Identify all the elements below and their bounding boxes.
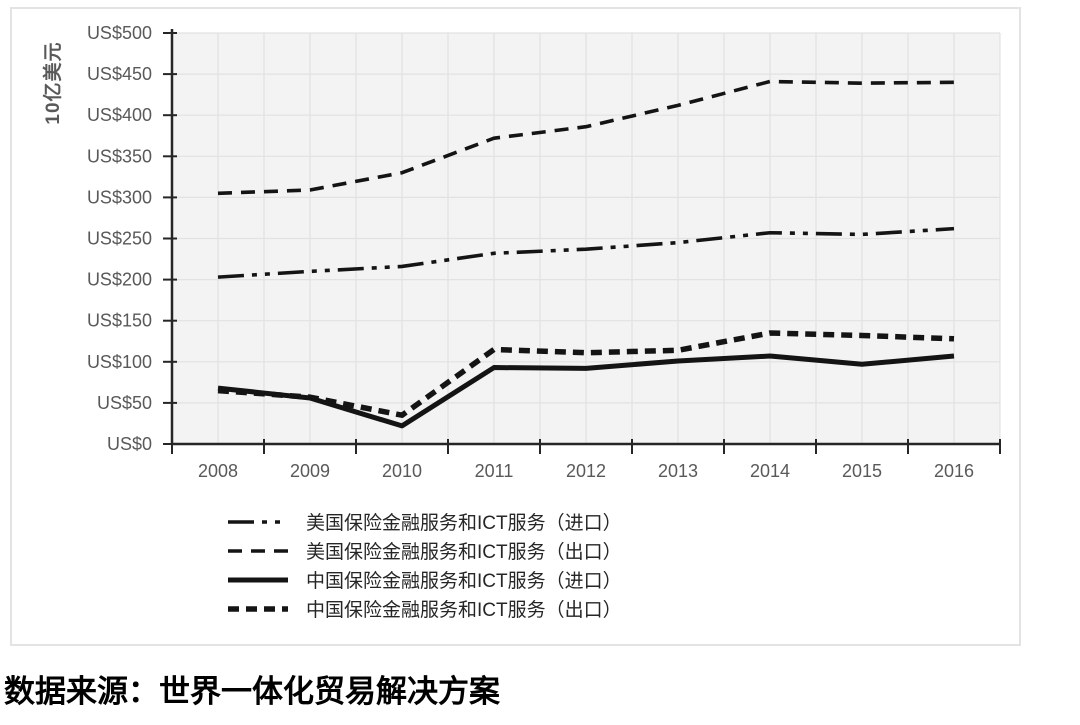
y-tick-label: US$150 bbox=[87, 311, 152, 331]
gridlines bbox=[172, 32, 1001, 444]
legend-label: 美国保险金融服务和ICT服务（出口） bbox=[306, 542, 622, 563]
x-tick-label: 2015 bbox=[842, 461, 882, 481]
x-tick-label: 2011 bbox=[475, 461, 514, 481]
series-line-dashed-thick bbox=[217, 330, 955, 418]
legend-label: 中国保险金融服务和ICT服务（出口） bbox=[306, 600, 622, 621]
y-tick-label: US$450 bbox=[87, 64, 152, 84]
legend-item-us-imports: 美国保险金融服务和ICT服务（进口） bbox=[227, 507, 622, 536]
line-chart: US$0 US$50 US$100 US$150 US$200 US$250 US$300 U… bbox=[87, 23, 1001, 481]
source-note: 数据来源：世界一体化贸易解决方案 bbox=[4, 674, 500, 709]
x-tick-label: 2012 bbox=[566, 461, 606, 481]
legend-item-us-exports: 美国保险金融服务和ICT服务（出口） bbox=[227, 536, 622, 565]
legend-label: 美国保险金融服务和ICT服务（进口） bbox=[306, 513, 622, 534]
axis-ticks bbox=[163, 32, 1001, 454]
legend-item-cn-exports: 中国保险金融服务和ICT服务（出口） bbox=[227, 594, 622, 623]
legend-line-dash-dot-dot-icon bbox=[228, 519, 288, 524]
legend-item-cn-imports: 中国保险金融服务和ICT服务（进口） bbox=[227, 565, 622, 594]
x-tick-label: 2013 bbox=[658, 461, 698, 481]
y-tick-label: US$100 bbox=[87, 352, 152, 372]
legend-label: 中国保险金融服务和ICT服务（进口） bbox=[306, 571, 622, 592]
y-tick-labels: US$0 US$50 US$100 US$150 US$200 US$250 US$300 U… bbox=[87, 23, 152, 454]
x-tick-label: 2016 bbox=[934, 461, 974, 481]
axes bbox=[170, 29, 1000, 446]
x-tick-label: 2009 bbox=[290, 461, 330, 481]
y-tick-label: US$400 bbox=[87, 105, 152, 125]
x-tick-label: 2010 bbox=[382, 461, 422, 481]
x-tick-label: 2008 bbox=[198, 461, 238, 481]
y-tick-label: US$300 bbox=[87, 187, 152, 207]
y-tick-label: US$200 bbox=[87, 270, 152, 290]
y-tick-label: US$250 bbox=[87, 229, 152, 249]
x-tick-labels: 2008 2009 2010 2011 2012 2013 2014 2015 2016 bbox=[198, 461, 974, 481]
chart-legend: 美国保险金融服务和ICT服务（进口） 美国保险金融服务和ICT服务（出口） 中国… bbox=[227, 507, 622, 623]
legend-line-dashed-thick-icon bbox=[228, 605, 288, 612]
y-tick-label: US$50 bbox=[97, 393, 152, 413]
y-tick-label: US$350 bbox=[87, 146, 152, 166]
series-line-solid bbox=[217, 353, 955, 429]
series-line-dash-dot-dot bbox=[217, 226, 955, 279]
y-tick-label: US$0 bbox=[107, 434, 152, 454]
legend-line-dashed-icon bbox=[228, 548, 288, 553]
series-line-dashed bbox=[217, 79, 955, 196]
x-tick-label: 2014 bbox=[750, 461, 790, 481]
legend-line-solid-icon bbox=[228, 577, 288, 582]
y-tick-label: US$500 bbox=[87, 23, 152, 43]
